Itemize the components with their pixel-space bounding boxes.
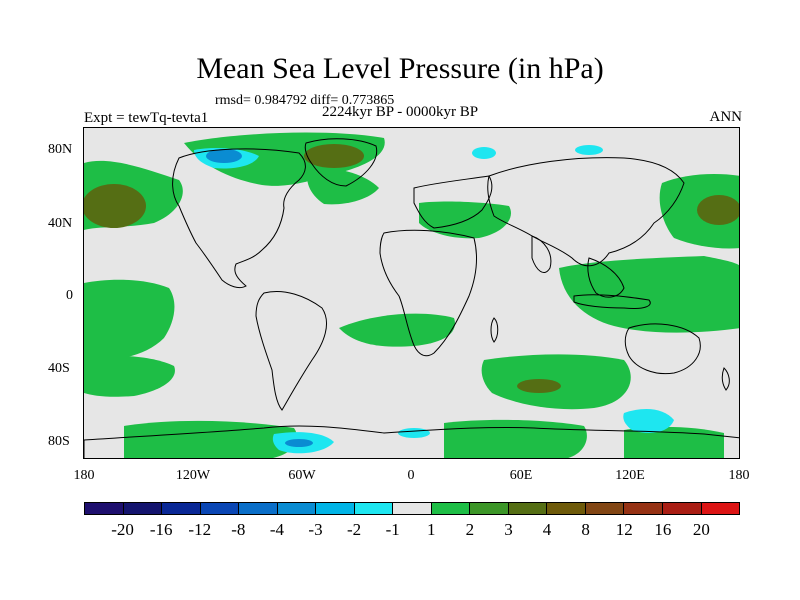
- anomaly-south-pacific: [84, 355, 175, 397]
- coast-antarctica: [84, 425, 739, 458]
- coast-asia: [487, 157, 685, 267]
- coast-europe: [413, 175, 493, 229]
- plot-title: Mean Sea Level Pressure (in hPa): [196, 52, 604, 85]
- lat-label: 40N: [48, 216, 73, 231]
- period-label: 2224kyr BP - 0000kyr BP: [322, 104, 479, 120]
- colorbar-label: -20: [111, 520, 134, 539]
- colorbar-label: -12: [188, 520, 212, 539]
- anomaly-core-canadian-arctic: [206, 149, 242, 163]
- colorbar-box: [624, 503, 663, 514]
- anomaly-antarctic-belt-west: [124, 420, 298, 458]
- anomaly-antarctic-center: [398, 428, 430, 438]
- colorbar-label: -1: [385, 520, 400, 539]
- colorbar-label: 2: [465, 520, 475, 539]
- colorbar-box: [431, 503, 471, 514]
- lat-label: 80S: [48, 434, 70, 449]
- anomaly-core-pacific-west: [697, 195, 739, 225]
- anomaly-mediterranean: [419, 201, 511, 239]
- colorbar-box: [508, 503, 548, 514]
- colorbar-box: [277, 503, 317, 514]
- experiment-label: Expt = tewTq-tevta1: [84, 110, 209, 126]
- colorbar-label: -16: [149, 520, 173, 539]
- lon-label: 60E: [509, 468, 533, 483]
- lon-label: 120W: [175, 468, 211, 483]
- colorbar-box: [662, 503, 702, 514]
- lon-label: 60W: [288, 468, 316, 483]
- strong-positive-anomaly-fields: [84, 144, 739, 393]
- lon-label: 0: [407, 468, 415, 483]
- colorbar: [84, 502, 740, 515]
- anomaly-siberia: [472, 147, 496, 159]
- colorbar-label: 3: [504, 520, 513, 539]
- colorbar-label: 4: [542, 520, 552, 539]
- coast-madagascar: [490, 317, 499, 343]
- colorbar-box: [123, 503, 163, 514]
- coast-africa: [379, 229, 477, 357]
- colorbar-label: 8: [581, 520, 590, 539]
- lat-label: 0: [66, 288, 73, 303]
- lon-label: 120E: [615, 468, 645, 483]
- coast-southeast-asia: [587, 257, 625, 298]
- anomaly-tropical-east-pacific: [84, 279, 175, 363]
- lat-label: 80N: [48, 142, 73, 157]
- colorbar-label: -2: [347, 520, 362, 539]
- anomaly-core-arctic: [304, 144, 364, 168]
- coastlines: [84, 138, 739, 458]
- anomaly-tropical-atlantic: [339, 313, 455, 347]
- colorbar-box: [354, 503, 394, 514]
- colorbar-label: -8: [231, 520, 246, 539]
- lon-label: 180: [728, 468, 750, 483]
- strong-negative-anomaly-fields: [206, 149, 313, 447]
- colorbar-box: [547, 503, 586, 514]
- anomaly-core-south-indian: [517, 379, 561, 393]
- anomaly-antarctic-east: [623, 408, 674, 433]
- coast-new-zealand: [721, 367, 730, 391]
- colorbar-box: [701, 503, 740, 514]
- season-label: ANN: [709, 109, 743, 125]
- coast-north-america: [172, 148, 306, 289]
- colorbar-label: 20: [692, 520, 710, 539]
- colorbar-label: 1: [427, 520, 436, 539]
- coast-australia: [624, 323, 701, 375]
- colorbar-box: [393, 503, 432, 514]
- colorbar-box: [200, 503, 240, 514]
- positive-anomaly-fields: [84, 132, 739, 458]
- colorbar-label: -4: [269, 520, 285, 539]
- coast-india: [531, 235, 552, 273]
- anomaly-core-pacific-east: [84, 184, 146, 228]
- map-svg: [84, 128, 739, 458]
- colorbar-box: [470, 503, 509, 514]
- colorbar-label: 12: [615, 520, 633, 539]
- colorbar-box: [316, 503, 355, 514]
- stats-text: rmsd= 0.984792 diff= 0.773865: [215, 93, 395, 108]
- map-panel: [83, 127, 740, 459]
- coast-greenland: [304, 138, 378, 187]
- colorbar-box: [239, 503, 278, 514]
- colorbar-box: [585, 503, 625, 514]
- anomaly-antarctic-belt-east: [444, 419, 587, 458]
- coast-south-america: [255, 290, 327, 411]
- colorbar-box: [162, 503, 201, 514]
- colorbar-label: -3: [308, 520, 323, 539]
- lon-label: 180: [73, 468, 95, 483]
- lat-label: 40S: [48, 361, 70, 376]
- anomaly-tropical-west-pacific: [559, 256, 739, 333]
- coast-indonesia: [573, 294, 651, 309]
- colorbar-box: [85, 503, 124, 514]
- anomaly-antarctic-belt-far-east: [624, 426, 724, 458]
- anomaly-east-siberia: [575, 145, 603, 155]
- colorbar-label: 16: [654, 520, 672, 539]
- anomaly-core-antarctic-weddell: [285, 439, 313, 447]
